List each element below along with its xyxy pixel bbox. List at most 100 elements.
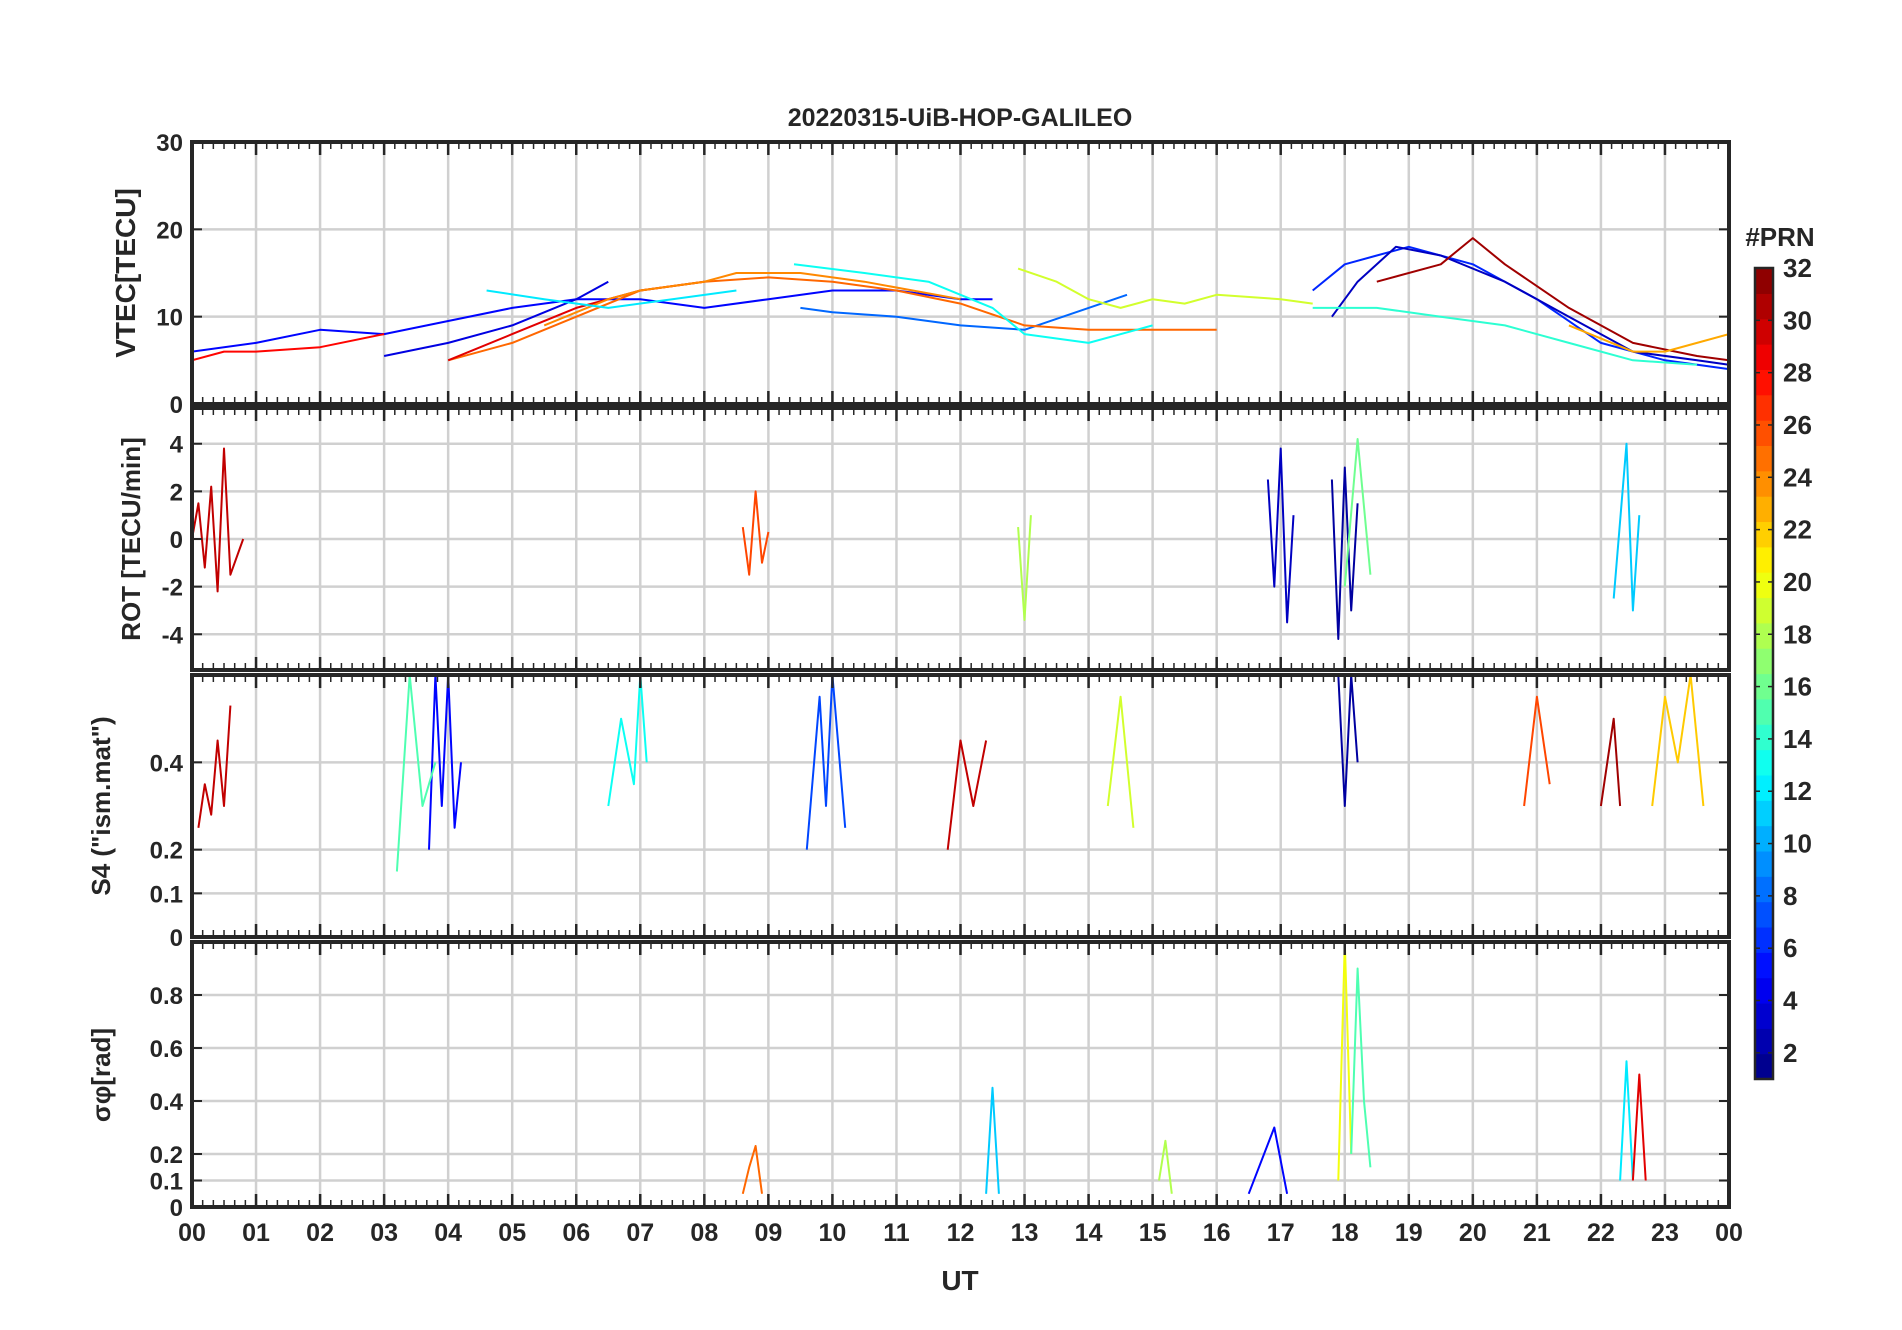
colorbar-swatch: [1755, 749, 1773, 776]
x-tick-label: 18: [1331, 1219, 1359, 1247]
series-prn-14: [1312, 306, 1698, 366]
panel-rot: -4 -2 0 2 4: [162, 406, 1731, 672]
colorbar-swatch: [1755, 926, 1773, 953]
colorbar-swatch: [1755, 470, 1773, 497]
colorbar-swatch: [1755, 850, 1773, 877]
series-prn-15: [395, 675, 437, 872]
series-prn-26: [741, 490, 770, 576]
series-prn-30: [946, 739, 988, 850]
series-prn-13: [793, 263, 1153, 344]
colorbar-tick-label: 16: [1783, 672, 1812, 702]
x-tick-label: 15: [1139, 1219, 1167, 1247]
colorbar-swatch: [1755, 622, 1773, 649]
ylabel-vtec: VTEC[TECU]: [110, 188, 141, 358]
x-tick-label: 19: [1395, 1219, 1423, 1247]
x-tick-label: 00: [178, 1219, 206, 1247]
y-tick-label: 0.4: [150, 1089, 184, 1116]
colorbar-swatch: [1755, 369, 1773, 396]
colorbar-swatch: [1755, 952, 1773, 979]
colorbar-title: #PRN: [1745, 222, 1814, 252]
series-prn-12: [486, 289, 737, 309]
x-axis-label: UT: [941, 1265, 978, 1296]
panel-s4: 0 0.1 0.2 0.4: [150, 673, 1731, 952]
colorbar-swatch: [1755, 1053, 1773, 1080]
ylabel-s4: S4 ("ism.mat"): [86, 716, 116, 895]
colorbar-swatch: [1755, 673, 1773, 700]
colorbar-tick-label: 12: [1783, 776, 1812, 806]
series-prn-31: [1599, 717, 1622, 807]
series-prn-19: [1017, 267, 1313, 309]
y-tick-label: 0: [170, 925, 183, 952]
colorbar-tick-label: 8: [1783, 881, 1797, 911]
x-tick-label: 04: [434, 1219, 462, 1247]
x-tick-label: 11: [883, 1219, 910, 1247]
colorbar-swatch: [1755, 648, 1773, 675]
x-tick-label: 10: [819, 1219, 847, 1247]
x-tick-label: 03: [370, 1219, 398, 1247]
series-prn-6: [1312, 245, 1729, 371]
colorbar-swatch: [1755, 977, 1773, 1004]
series-prn-13: [607, 675, 648, 807]
series-prn-12: [1619, 1060, 1634, 1181]
colorbar-tick-label: 26: [1783, 410, 1812, 440]
colorbar-swatch: [1755, 445, 1773, 472]
axes-frame-s4: [190, 673, 1731, 939]
colorbar-swatch: [1755, 597, 1773, 624]
series-prn-3: [1266, 447, 1295, 624]
series-prn-26: [1523, 695, 1551, 807]
series-prn-7: [805, 675, 847, 850]
axes-frame-sigma_phi: [190, 940, 1731, 1209]
series-prn-8: [800, 293, 1128, 331]
y-tick-label: -4: [162, 622, 184, 649]
series-prn-30: [197, 705, 232, 828]
series-prn-18: [1158, 1139, 1173, 1194]
colorbar-frame: [1753, 266, 1775, 1081]
x-tick-label: 09: [754, 1219, 782, 1247]
colorbar-swatch: [1755, 901, 1773, 928]
y-tick-label: 0.2: [150, 838, 183, 865]
ylabel-sigma-phi: σφ[rad]: [86, 1028, 116, 1122]
colorbar-swatch: [1755, 293, 1773, 320]
x-tick-label: 13: [1011, 1219, 1039, 1247]
series-prn-23: [1568, 324, 1729, 353]
series-prn-22: [1651, 675, 1705, 807]
colorbar-tick-label: 30: [1783, 305, 1812, 335]
colorbar-tick-label: 6: [1783, 933, 1797, 963]
colorbar-swatch: [1755, 1028, 1773, 1055]
x-tick-label: 08: [690, 1219, 718, 1247]
chart-title: 20220315-UiB-HOP-GALILEO: [788, 104, 1133, 132]
colorbar-tick-label: 28: [1783, 358, 1812, 388]
panel-sigma-phi: 00.10.2 0.4 0.6 0.8: [150, 940, 1731, 1222]
series-prn-5: [1247, 1126, 1289, 1195]
colorbar-tick-label: 4: [1783, 986, 1798, 1016]
series-prn-25: [447, 276, 1217, 362]
y-tick-label: 20: [156, 217, 183, 244]
y-tick-label: 10: [156, 305, 183, 332]
colorbar-swatch: [1755, 1002, 1773, 1029]
series-prn-16: [1343, 438, 1372, 587]
x-tick-label: 02: [306, 1219, 334, 1247]
y-tick-label: 0.1: [150, 881, 183, 908]
colorbar-tick-label: 2: [1783, 1038, 1797, 1068]
y-tick-label: 30: [156, 130, 183, 157]
series-prn-28: [192, 333, 385, 362]
colorbar-tick-label: 20: [1783, 567, 1812, 597]
series-prn-2: [1330, 466, 1359, 640]
y-tick-label: 0.4: [150, 750, 184, 777]
series-prn-4: [383, 280, 609, 357]
x-tick-label: 07: [626, 1219, 654, 1247]
colorbar-swatch: [1755, 876, 1773, 903]
colorbar-swatch: [1755, 546, 1773, 573]
series-prn-2: [1337, 675, 1359, 807]
colorbar-swatch: [1755, 318, 1773, 345]
x-tick-label: 21: [1523, 1219, 1551, 1247]
series-prn-30: [192, 447, 245, 593]
axes-frame-vtec: [190, 140, 1731, 406]
colorbar-swatch: [1755, 394, 1773, 421]
x-tick-label: 00: [1715, 1219, 1743, 1247]
colorbar-swatch: [1755, 800, 1773, 827]
colorbar-tick-label: 14: [1783, 724, 1812, 754]
colorbar-tick-label: 10: [1783, 829, 1812, 859]
y-tick-label: 0: [170, 527, 183, 554]
